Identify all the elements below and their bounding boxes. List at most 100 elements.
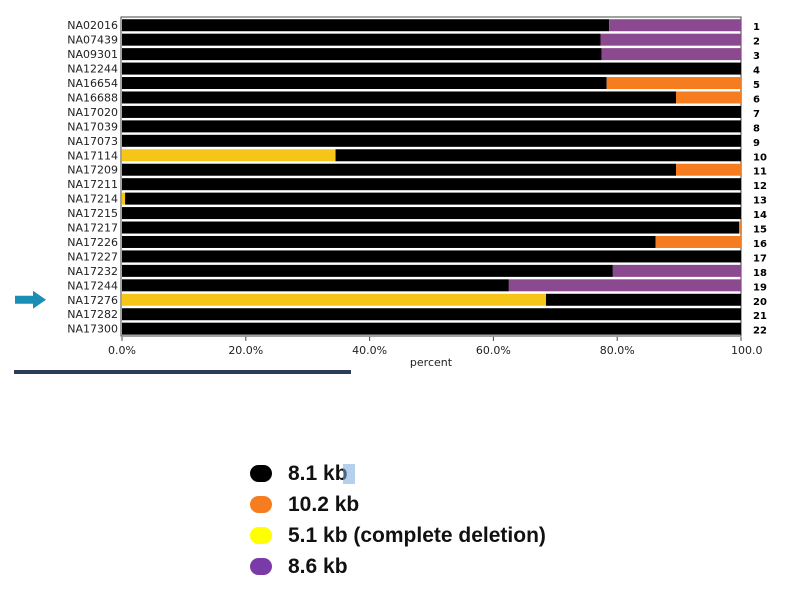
x-tick-label: 80.0% [600,344,635,357]
legend-swatch-icon [250,558,272,575]
category-label: NA17020 [67,106,118,119]
bar-segment-na17226-s1 [122,235,656,248]
row-number-label: 19 [753,282,767,293]
row-number-label: 22 [753,326,767,337]
bar-segment-na17276-s1 [546,293,741,306]
category-label: NA17276 [67,294,118,307]
row-number-label: 15 [753,225,767,236]
section-divider [14,370,351,374]
row-number-label: 5 [753,80,760,91]
category-label: NA17217 [67,222,118,235]
bar-segment-na17232-s1 [122,264,613,277]
row-number-label: 9 [753,138,760,149]
bar-segment-na17114-s0 [122,149,336,162]
category-label: NA17211 [67,178,118,191]
bar-segment-na17073-s1 [122,134,741,147]
legend-item-8-1kb: 8.1 kb [250,458,546,489]
category-label: NA12244 [67,63,118,76]
bar-segment-na17227-s1 [122,250,741,263]
row-number-label: 3 [753,51,760,62]
bar-segment-na02016-s3 [609,19,741,32]
bar-segment-na17114-s1 [335,149,741,162]
legend-label: 5.1 kb (complete deletion) [288,523,546,547]
row-number-label: 12 [753,181,767,192]
bar-segment-na16688-s1 [122,91,677,104]
row-number-label: 4 [753,66,760,77]
bar-segment-na17209-s2 [676,163,741,176]
bar-segment-na17276-s0 [122,293,547,306]
row-number-label: 1 [753,22,760,33]
row-number-label: 21 [753,311,767,322]
row-number-label: 10 [753,152,767,163]
row-number-label: 8 [753,123,760,134]
bar-segment-na17214-s0 [122,192,126,205]
x-axis-label: percent [410,356,453,369]
right-arrow-icon [15,290,46,309]
row-number-label: 6 [753,94,760,105]
bar-segment-na09301-s1 [122,48,602,61]
bar-segment-na17244-s3 [508,279,741,292]
x-axis-ticks: 0.0% 20.0% 40.0% 60.0% 80.0% 100.0 [108,336,763,357]
category-label: NA17209 [67,164,118,177]
category-label: NA17244 [67,279,118,292]
bar-segment-na02016-s1 [122,19,610,32]
row-number-label: 11 [753,167,767,178]
bar-segment-na17217-s1 [122,221,740,234]
row-number-label: 14 [753,210,767,221]
category-label: NA16654 [67,77,118,90]
legend-item-10-2kb: 10.2 kb [250,489,546,520]
bar-segment-na17232-s3 [612,264,741,277]
bar-segment-na12244-s1 [122,62,741,75]
category-label: NA17282 [67,308,118,321]
category-label: NA17227 [67,250,118,263]
category-label: NA17300 [67,323,118,336]
legend-label: 8.1 kb [288,461,348,485]
legend-label: 10.2 kb [288,492,360,516]
legend: 8.1 kb 10.2 kb 5.1 kb (complete deletion… [250,458,546,582]
category-label: NA07439 [67,34,118,47]
text-cursor-highlight [343,464,355,484]
bar-segment-na17214-s1 [125,192,742,205]
category-label: NA17215 [67,207,118,220]
bars-layer [122,19,742,335]
legend-swatch-icon [250,465,272,482]
bar-segment-na17282-s1 [122,308,741,321]
bar-segment-na17226-s2 [655,235,741,248]
row-number-label: 17 [753,253,767,264]
row-number-label: 20 [753,297,767,308]
legend-swatch-icon [250,527,272,544]
category-label: NA17232 [67,265,118,278]
bar-segment-na17215-s1 [122,207,741,220]
bar-segment-na16654-s2 [606,77,741,90]
category-label: NA17039 [67,120,118,133]
bar-segment-na16654-s1 [122,77,607,90]
bar-segment-na17039-s1 [122,120,741,133]
bar-segment-na16688-s2 [676,91,741,104]
category-label: NA17214 [67,193,118,206]
bar-segment-na07439-s3 [600,33,741,46]
bar-segment-na17244-s1 [122,279,509,292]
x-tick-label: 40.0% [352,344,387,357]
bar-segment-na07439-s1 [122,33,601,46]
x-tick-label: 100.0 [731,344,763,357]
category-label: NA17114 [67,149,118,162]
legend-swatch-icon [250,496,272,513]
legend-item-8-6kb: 8.6 kb [250,551,546,582]
category-label: NA16688 [67,91,118,104]
category-label: NA17073 [67,135,118,148]
x-tick-label: 60.0% [476,344,511,357]
category-label: NA17226 [67,236,118,249]
row-number-label: 13 [753,196,767,207]
category-label: NA09301 [67,48,118,61]
legend-label: 8.6 kb [288,554,348,578]
category-label: NA02016 [67,19,118,32]
row-number-label: 16 [753,239,767,250]
bar-segment-na17300-s1 [122,322,741,335]
row-number-label: 2 [753,37,760,48]
x-tick-label: 20.0% [228,344,263,357]
row-number-label: 18 [753,268,767,279]
legend-item-5-1kb: 5.1 kb (complete deletion) [250,520,546,551]
